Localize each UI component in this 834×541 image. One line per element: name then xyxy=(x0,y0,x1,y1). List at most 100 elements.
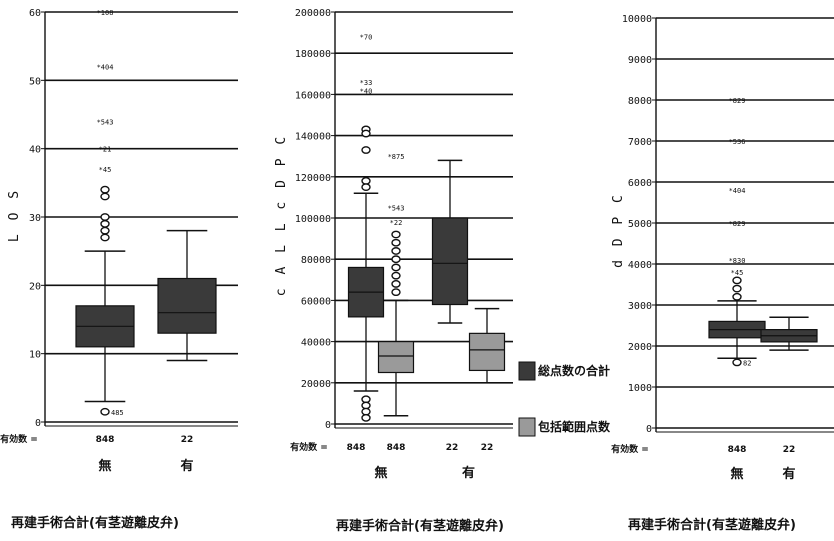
legend-swatch xyxy=(518,361,536,381)
y-tick-label: 140000 xyxy=(295,132,331,143)
outlier-point xyxy=(100,226,110,235)
outlier-point xyxy=(100,185,110,194)
y-tick-label: 200000 xyxy=(295,8,331,19)
n-count: 848 xyxy=(347,443,366,453)
y-tick-label: 30 xyxy=(29,213,41,224)
y-tick-label: 60000 xyxy=(301,296,331,307)
outlier-extreme-label: *22 xyxy=(390,219,403,227)
y-tick-label: 0 xyxy=(646,424,652,435)
n-label: 有効数 = xyxy=(611,443,649,455)
panel-caption: 再建手術合計(有茎遊離皮弁) xyxy=(628,517,796,533)
n-count: 848 xyxy=(387,443,406,453)
legend-label: 総点数の合計 xyxy=(538,363,610,378)
x-category-label: 有 xyxy=(462,465,475,481)
y-tick-label: 5000 xyxy=(628,219,652,230)
outlier-point xyxy=(100,219,110,228)
outlier-point xyxy=(100,407,110,416)
outlier-extreme-label: *543 xyxy=(97,118,114,126)
x-category-label: 無 xyxy=(98,458,111,474)
x-category-label: 無 xyxy=(730,466,743,482)
x-category-label: 有 xyxy=(782,466,795,482)
box-iqr xyxy=(377,341,415,374)
y-tick-label: 180000 xyxy=(295,49,331,60)
outlier-point xyxy=(361,395,371,404)
y-tick-label: 100000 xyxy=(295,214,331,225)
outlier-extreme-label: *45 xyxy=(731,269,744,277)
y-tick-label: 0 xyxy=(325,420,331,431)
outlier-extreme-label: *33 xyxy=(360,79,373,87)
outlier-point xyxy=(391,238,401,247)
y-tick-label: 60 xyxy=(29,8,41,19)
panel-caption: 再建手術合計(有茎遊離皮弁) xyxy=(11,515,179,531)
y-axis-label: L O S xyxy=(7,188,22,242)
outlier-point xyxy=(391,263,401,272)
y-tick-label: 50 xyxy=(29,76,41,87)
y-tick-label: 8000 xyxy=(628,96,652,107)
box-iqr xyxy=(468,332,506,372)
outlier-extreme-label: *829 xyxy=(729,97,746,105)
y-tick-label: 10 xyxy=(29,350,41,361)
outlier-point xyxy=(391,280,401,288)
box-iqr xyxy=(157,277,217,334)
y-tick-label: 10000 xyxy=(622,14,652,25)
outlier-extreme-label: *875 xyxy=(388,153,405,161)
y-tick-label: 20 xyxy=(29,281,41,292)
outlier-point xyxy=(732,284,742,293)
outlier-extreme-label: *830 xyxy=(729,257,746,265)
outlier-extreme-label: *108 xyxy=(97,9,114,17)
y-tick-label: 2000 xyxy=(628,342,652,353)
y-axis-label: c A L L c D P C xyxy=(274,134,289,296)
n-count: 848 xyxy=(728,445,747,455)
outlier-point xyxy=(100,192,110,201)
y-tick-label: 7000 xyxy=(628,137,652,148)
y-tick-label: 120000 xyxy=(295,173,331,184)
y-tick-label: 0 xyxy=(35,418,41,429)
x-category-label: 有 xyxy=(180,458,193,474)
outlier-label: 485 xyxy=(111,409,124,417)
y-tick-label: 4000 xyxy=(628,260,652,271)
outlier-extreme-label: *40 xyxy=(360,87,373,95)
n-label: 有効数 = xyxy=(290,441,328,453)
outlier-extreme-label: *543 xyxy=(388,205,405,213)
outlier-point xyxy=(361,407,371,416)
y-tick-label: 40 xyxy=(29,145,41,156)
n-count: 22 xyxy=(181,435,194,445)
outlier-extreme-label: *829 xyxy=(729,220,746,228)
y-tick-label: 20000 xyxy=(301,379,331,390)
outlier-extreme-label: *70 xyxy=(360,34,373,42)
outlier-point xyxy=(732,276,742,285)
outlier-point xyxy=(361,413,371,422)
outlier-label: 82 xyxy=(743,359,751,367)
panel-caption: 再建手術合計(有茎遊離皮弁) xyxy=(336,518,504,534)
outlier-point xyxy=(732,292,742,301)
n-count: 22 xyxy=(783,445,796,455)
outlier-extreme-label: *21 xyxy=(99,146,112,154)
n-count: 22 xyxy=(481,443,494,453)
y-tick-label: 3000 xyxy=(628,301,652,312)
outlier-point xyxy=(732,358,742,367)
y-tick-label: 40000 xyxy=(301,338,331,349)
y-tick-label: 160000 xyxy=(295,90,331,101)
outlier-point xyxy=(391,247,401,255)
outlier-point xyxy=(361,183,371,192)
n-label: 有効数 = xyxy=(0,433,38,445)
outlier-point xyxy=(100,213,110,221)
box-iqr xyxy=(431,217,469,306)
outlier-extreme-label: *404 xyxy=(97,64,114,72)
y-tick-label: 1000 xyxy=(628,383,652,394)
y-axis-label: d D P C xyxy=(611,192,626,268)
outlier-point xyxy=(391,230,401,239)
legend-swatch xyxy=(518,417,536,437)
y-tick-label: 80000 xyxy=(301,255,331,266)
outlier-point xyxy=(391,288,401,297)
legend-label: 包括範囲点数 xyxy=(537,419,611,434)
outlier-extreme-label: *536 xyxy=(729,138,746,146)
y-tick-label: 9000 xyxy=(628,55,652,66)
outlier-extreme-label: *45 xyxy=(99,166,112,174)
n-count: 848 xyxy=(96,435,115,445)
n-count: 22 xyxy=(446,443,459,453)
outlier-point xyxy=(100,233,110,242)
x-category-label: 無 xyxy=(374,465,387,481)
outlier-point xyxy=(391,271,401,280)
